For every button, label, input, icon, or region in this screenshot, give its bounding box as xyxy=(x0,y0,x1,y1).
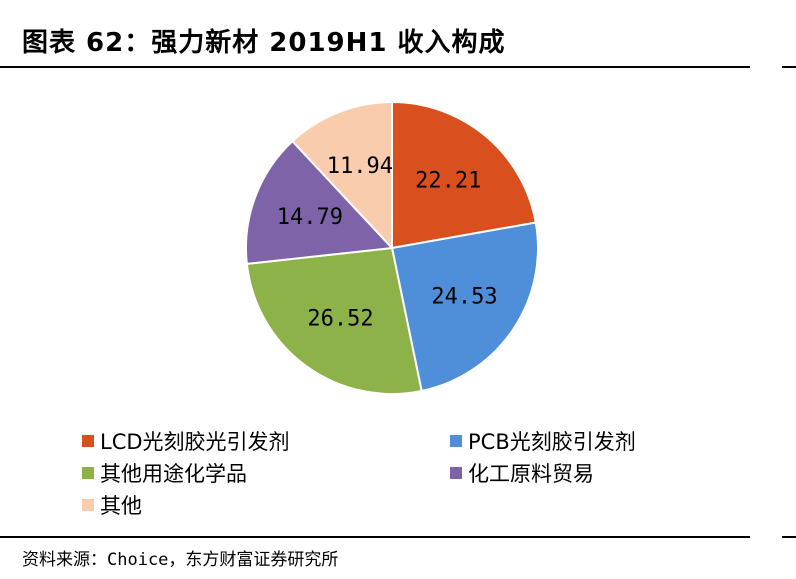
legend-item-2: PCB光刻胶引发剂 xyxy=(450,426,636,456)
legend-swatch xyxy=(450,435,462,447)
slice-value-label-5: 11.94 xyxy=(327,154,393,179)
top-divider xyxy=(0,66,750,68)
legend-item-5: 其他 xyxy=(82,490,142,520)
legend-item-3: 其他用途化学品 xyxy=(82,458,247,488)
legend-label: 其他用途化学品 xyxy=(100,462,247,486)
top-divider-stub xyxy=(782,66,796,68)
slice-value-label-1: 22.21 xyxy=(415,168,481,193)
legend-label: 化工原料贸易 xyxy=(468,462,594,486)
legend-swatch xyxy=(450,467,462,479)
legend-label: LCD光刻胶光引发剂 xyxy=(100,430,290,454)
pie-slice-1 xyxy=(391,100,537,250)
slice-value-label-2: 24.53 xyxy=(431,285,497,310)
legend-swatch xyxy=(82,467,94,479)
slice-value-label-4: 14.79 xyxy=(277,205,343,230)
slice-value-label-3: 26.52 xyxy=(307,306,373,331)
chart-title: 图表 62：强力新材 2019H1 收入构成 xyxy=(22,28,506,58)
legend-item-4: 化工原料贸易 xyxy=(450,458,594,488)
pie-slice-3 xyxy=(245,246,423,395)
legend-swatch xyxy=(82,499,94,511)
pie-slice-4 xyxy=(245,139,395,265)
source-note: 资料来源：Choice，东方财富证券研究所 xyxy=(22,550,339,570)
legend-item-1: LCD光刻胶光引发剂 xyxy=(82,426,290,456)
legend-label: 其他 xyxy=(100,494,142,518)
legend-label: PCB光刻胶引发剂 xyxy=(468,430,636,454)
pie-slice-5 xyxy=(291,100,393,251)
legend-swatch xyxy=(82,435,94,447)
bottom-divider xyxy=(0,536,750,538)
pie-slice-2 xyxy=(390,221,539,393)
bottom-divider-stub xyxy=(782,536,796,538)
